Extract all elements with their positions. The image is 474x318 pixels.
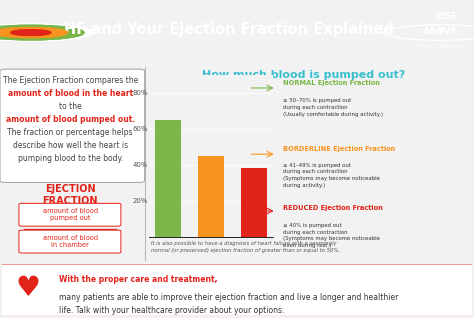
Text: amount of blood
pumped out: amount of blood pumped out [43, 208, 98, 221]
Circle shape [0, 24, 94, 41]
Text: How much blood is pumped out?: How much blood is pumped out? [202, 70, 405, 80]
Text: HF and Your Ejection Fraction Explained: HF and Your Ejection Fraction Explained [64, 22, 394, 37]
Circle shape [0, 28, 67, 38]
Text: pumping blood to the body.: pumping blood to the body. [18, 154, 123, 162]
Text: NORMAL Ejection Fraction: NORMAL Ejection Fraction [283, 80, 379, 86]
Circle shape [0, 28, 67, 38]
Circle shape [0, 25, 84, 40]
Text: REDUCED Ejection Fraction: REDUCED Ejection Fraction [283, 205, 382, 211]
Bar [198, 156, 224, 237]
Text: ♥: ♥ [16, 273, 41, 301]
Circle shape [0, 25, 84, 40]
Text: amount of blood
in chamber: amount of blood in chamber [43, 235, 98, 248]
Text: ♥: ♥ [437, 26, 445, 36]
FancyBboxPatch shape [0, 69, 145, 183]
Text: The fraction or percentage helps: The fraction or percentage helps [8, 128, 133, 137]
FancyBboxPatch shape [19, 203, 121, 226]
Circle shape [11, 30, 51, 35]
Text: The Ejection Fraction compares the: The Ejection Fraction compares the [2, 76, 138, 85]
Text: ≥ 50–70% is pumped out
during each contraction
(Usually comfortable during activ: ≥ 50–70% is pumped out during each contr… [283, 98, 383, 117]
Bar [155, 120, 181, 237]
Text: many patients are able to improve their ejection fraction and live a longer and : many patients are able to improve their … [59, 293, 398, 315]
Text: amount of blood pumped out.: amount of blood pumped out. [6, 115, 135, 124]
Text: It is also possible to have a diagnosis of heart failure with a seemingly
normal: It is also possible to have a diagnosis … [151, 241, 340, 253]
Text: EJECTION
FRACTION: EJECTION FRACTION [42, 184, 98, 206]
Text: ≤ 40% is pumped out
during each contraction
(Symptoms may become noticeable
even: ≤ 40% is pumped out during each contract… [283, 223, 379, 248]
Text: Heart Failure: Heart Failure [417, 45, 457, 49]
Bar [241, 169, 267, 237]
Text: =: = [65, 209, 75, 222]
Text: ABOVE: ABOVE [423, 27, 457, 36]
Text: describe how well the heart is: describe how well the heart is [13, 141, 128, 150]
Text: amount of blood in the heart: amount of blood in the heart [8, 89, 133, 98]
Text: With the proper care and treatment,: With the proper care and treatment, [59, 275, 217, 285]
FancyBboxPatch shape [19, 230, 121, 253]
FancyBboxPatch shape [0, 263, 474, 317]
Text: BORDERLINE Ejection Fraction: BORDERLINE Ejection Fraction [283, 146, 395, 152]
Text: ≥ 41–49% is pumped out
during each contraction
(Symptoms may become noticeable
d: ≥ 41–49% is pumped out during each contr… [283, 163, 379, 188]
Text: RISE: RISE [435, 12, 457, 21]
Circle shape [11, 30, 51, 35]
Text: to the: to the [59, 102, 82, 111]
